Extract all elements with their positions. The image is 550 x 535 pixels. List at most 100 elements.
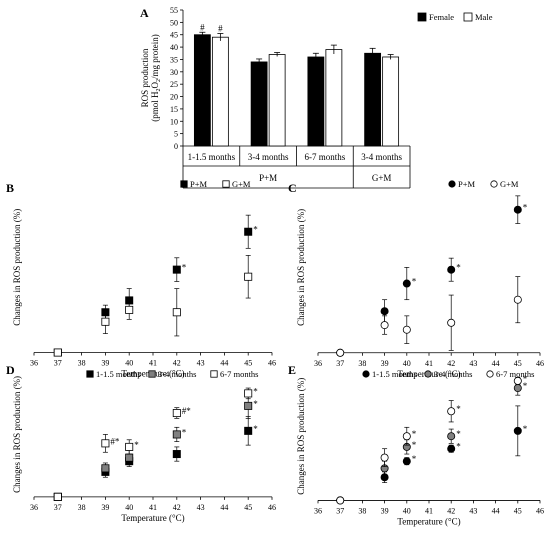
significance-mark: * [182,263,187,273]
panel-letter: C [288,181,297,195]
data-point [86,370,94,378]
data-point [244,401,253,410]
y-tick-label: 10 [170,117,178,126]
significance-mark: * [253,225,258,235]
significance-mark: # [218,23,223,33]
y-axis-label: Changes in ROS production (%) [12,209,22,326]
data-point [448,180,456,188]
y-tick-label: 40 [170,43,178,52]
significance-mark: * [523,203,528,213]
x-tick-label: 42 [173,359,181,368]
x-tick-label: 45 [514,359,522,368]
legend-label: 6-7 months [496,369,535,379]
data-point [402,457,411,466]
data-point [172,409,181,418]
x-tick-label: 37 [54,359,62,368]
data-point [447,407,456,416]
data-point [380,453,389,462]
data-point [336,348,345,357]
significance-mark: # [200,22,205,32]
x-tick-label: 37 [54,503,62,512]
y-axis-label: Changes in ROS production (%) [12,376,22,493]
legend-label: G+M [500,179,519,189]
x-tick-label: 41 [149,359,157,368]
data-point [148,370,156,378]
x-tick-label: 41 [149,503,157,512]
data-point [172,430,181,439]
significance-mark: * [182,427,187,437]
legend-label: G+M [232,179,251,189]
x-tick-label: 43 [469,359,477,368]
panel-letter-a: A [140,6,149,20]
x-tick-label: 40 [125,503,133,512]
data-point [172,265,181,274]
significance-mark: * [456,404,461,414]
x-tick-label: 42 [173,503,181,512]
x-tick-label: 46 [268,503,276,512]
panel-d: D 36 37 38 39 40 41 42 43 44 45 46 Temperature (°C) C… [6,363,276,523]
bar [382,56,400,147]
panel-e: E 36 37 38 39 40 41 42 43 44 45 46 Temperature (°C) C… [288,363,544,526]
x-tick-label: 40 [403,359,411,368]
data-point [172,308,181,317]
y-tick-label: 5 [174,130,178,139]
x-tick-label: 38 [358,506,366,515]
legend-label: 3-4 months [158,369,197,379]
data-point [402,432,411,441]
x-axis-label: Temperature (°C) [121,513,184,523]
unit-part: (pmol H [150,91,160,122]
data-point [101,464,110,473]
data-point [53,492,62,501]
bar [211,36,229,147]
category-label: 3-4 months [361,152,402,162]
x-tick-label: 38 [78,359,86,368]
bar [325,49,343,147]
legend-label: 1-1.5 months [372,369,417,379]
significance-mark: * [134,440,139,450]
significance-mark: * [412,454,417,464]
y-tick-label: 20 [170,93,178,102]
y-tick-label: 0 [174,142,178,151]
legend-swatch [463,12,473,22]
x-tick-label: 40 [403,506,411,515]
category-label: 6-7 months [304,152,345,162]
significance-mark: * [523,424,528,434]
panel-letter: B [6,181,14,195]
data-point [402,279,411,288]
data-point [125,305,134,314]
data-point [447,265,456,274]
x-tick-label: 36 [30,359,38,368]
category-label: 3-4 months [248,152,289,162]
y-axis-label-units: (pmol H2O2/mg protein) [150,34,162,122]
legend-label: 1-1.5 months [96,369,141,379]
x-tick-label: 36 [314,359,322,368]
bar [193,34,211,147]
y-tick-label: 50 [170,18,178,27]
data-point [244,426,253,435]
x-tick-label: 39 [381,506,389,515]
bar [268,54,286,147]
data-point [336,496,345,505]
unit-part: O [150,82,160,89]
data-point [362,370,370,378]
data-point [490,180,498,188]
x-tick-label: 46 [536,359,544,368]
x-tick-label: 43 [197,359,205,368]
data-point [447,444,456,453]
legend-swatch [417,12,427,22]
x-tick-label: 40 [125,359,133,368]
y-tick-label: 35 [170,55,178,64]
y-axis-label: Changes in ROS production (%) [296,378,306,495]
data-point [402,325,411,334]
data-point [244,227,253,236]
x-tick-label: 41 [425,506,433,515]
significance-mark: * [456,442,461,452]
data-point [172,450,181,459]
x-tick-label: 44 [492,359,500,368]
data-point [486,370,494,378]
data-point [101,317,110,326]
x-tick-label: 42 [447,359,455,368]
unit-part: /mg protein) [150,34,160,79]
